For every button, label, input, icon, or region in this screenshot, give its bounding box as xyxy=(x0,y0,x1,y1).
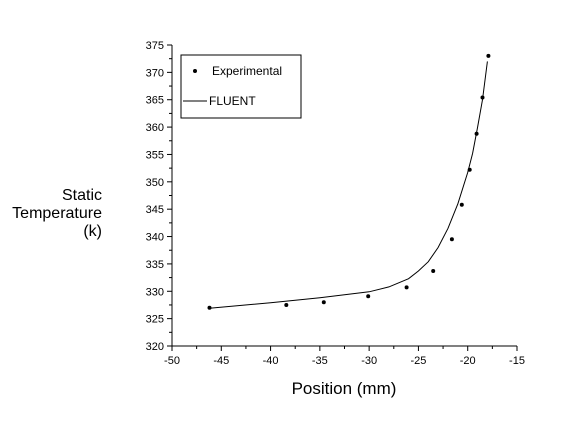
data-point-experimental xyxy=(431,269,436,273)
y-tick-label: 360 xyxy=(146,122,164,134)
y-axis-title-line-3: (k) xyxy=(83,223,102,240)
plot-area xyxy=(207,53,491,310)
legend: Experimental FLUENT xyxy=(180,54,302,119)
x-tick-label: -45 xyxy=(213,355,229,367)
x-tick-label: -35 xyxy=(312,355,328,367)
data-point-experimental xyxy=(321,300,326,305)
legend-label-fluent: FLUENT xyxy=(209,94,256,108)
y-tick-label: 365 xyxy=(146,95,164,107)
y-axis-title: Static Temperature (k) xyxy=(12,187,102,240)
x-tick-label: -50 xyxy=(164,355,180,367)
y-tick-label: 330 xyxy=(146,286,164,298)
data-point-experimental xyxy=(459,202,464,207)
y-tick-label: 350 xyxy=(146,177,164,189)
y-tick-label: 335 xyxy=(146,259,164,271)
legend-marker-experimental xyxy=(193,69,197,73)
legend-box xyxy=(180,54,302,119)
data-point-experimental xyxy=(284,303,289,307)
x-axis-title: Position (mm) xyxy=(292,379,397,398)
y-axis-title-line-2: Temperature xyxy=(12,205,102,222)
data-point-experimental xyxy=(404,285,409,290)
y-tick-label: 345 xyxy=(146,204,164,216)
y-tick-label: 355 xyxy=(146,149,164,161)
x-tick-label: -30 xyxy=(361,355,377,367)
data-point-experimental xyxy=(366,294,371,299)
y-tick-label: 340 xyxy=(146,232,164,244)
data-point-experimental xyxy=(449,237,454,242)
axes: 320 325 330 335 340 345 350 355 360 365 370 375 -50 -… xyxy=(146,40,525,367)
y-tick-label: 320 xyxy=(146,341,164,353)
x-tick-label: -15 xyxy=(509,355,525,367)
y-tick-label: 370 xyxy=(146,67,164,79)
x-tick-label: -40 xyxy=(263,355,279,367)
y-tick-label: 325 xyxy=(146,314,164,326)
x-tick-label: -25 xyxy=(410,355,426,367)
series-line-fluent xyxy=(209,61,488,309)
x-tick-label: -20 xyxy=(460,355,476,367)
data-point-experimental xyxy=(486,53,491,58)
legend-label-experimental: Experimental xyxy=(212,64,282,78)
y-axis-title-line-1: Static xyxy=(62,187,102,204)
y-tick-label: 375 xyxy=(146,40,164,52)
